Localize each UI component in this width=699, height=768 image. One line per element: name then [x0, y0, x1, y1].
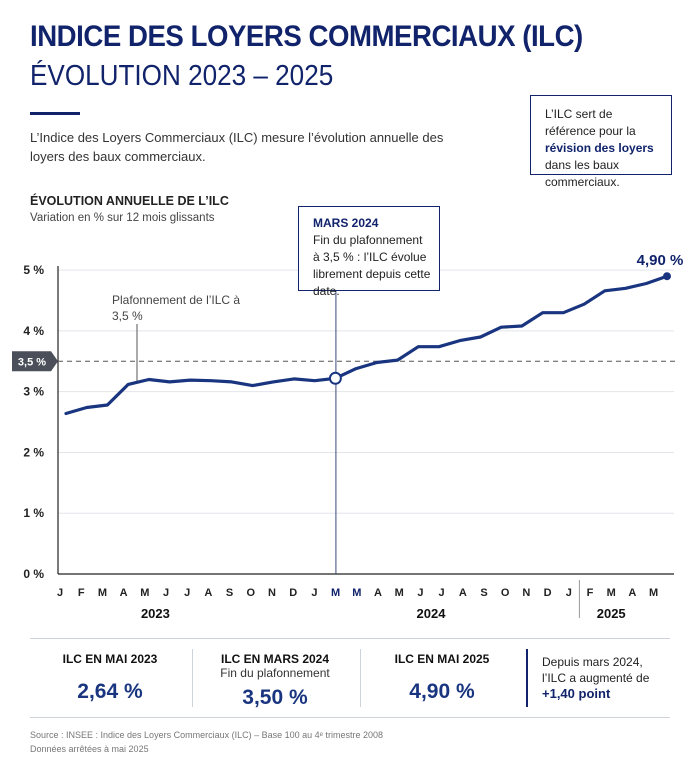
x-tick-label: M: [331, 587, 340, 599]
x-tick-label: M: [98, 587, 107, 599]
march-2024-point: [328, 371, 342, 385]
stat-may-2023: ILC EN MAI 2023 2,64 %: [30, 639, 190, 717]
x-tick-label: N: [268, 587, 276, 599]
callout-heading: MARS 2024: [313, 216, 379, 230]
callout-body: Fin du plafonnement à 3,5 % : l’ILC évol…: [313, 233, 431, 298]
stat-may-2025: ILC EN MAI 2025 4,90 %: [362, 639, 522, 717]
stat-label: ILC EN MAI 2023: [62, 652, 158, 666]
stat-value: 4,90 %: [409, 680, 475, 703]
x-tick-label: A: [628, 587, 636, 599]
source-note: Source : INSEE : Indice des Loyers Comme…: [30, 728, 383, 756]
march-2024-callout: MARS 2024 Fin du plafonnement à 3,5 % : …: [298, 206, 440, 298]
x-tick-label: N: [522, 587, 530, 599]
year-label: 2023: [141, 606, 170, 621]
x-tick-label: J: [57, 587, 63, 599]
x-tick-label: S: [226, 587, 233, 599]
info-box-highlight: révision des loyers: [545, 141, 654, 155]
x-tick-label: A: [204, 587, 212, 599]
stat-label: ILC EN MAI 2025: [394, 652, 490, 666]
x-tick-label: J: [311, 587, 317, 599]
page-subtitle: ÉVOLUTION 2023 – 2025: [30, 60, 334, 92]
x-tick-label: J: [566, 587, 572, 599]
x-tick-label: A: [374, 587, 382, 599]
x-tick-label: M: [395, 587, 404, 599]
chart-subtitle: Variation en % sur 12 mois glissants: [30, 212, 215, 224]
x-tick-label: J: [417, 587, 423, 599]
x-tick-label: O: [247, 587, 256, 599]
x-tick-label: O: [501, 587, 510, 599]
stat-value: 3,50 %: [242, 686, 308, 709]
y-tick-label: 0 %: [23, 567, 44, 581]
x-tick-label: M: [140, 587, 149, 599]
x-tick-label: J: [163, 587, 169, 599]
stat-march-2024: ILC EN MARS 2024 Fin du plafonnement 3,5…: [195, 639, 355, 717]
y-tick-label: 3 %: [23, 385, 44, 399]
x-tick-label: M: [352, 587, 361, 599]
y-tick-label: 1 %: [23, 506, 44, 520]
x-tick-label: S: [480, 587, 487, 599]
x-tick-label: A: [459, 587, 467, 599]
source-line: Source : INSEE : Indice des Loyers Comme…: [30, 730, 384, 740]
y-tick-label: 2 %: [23, 445, 44, 459]
end-value-label: 4,90 %: [637, 252, 684, 269]
info-box-text-before: L’ILC sert de référence pour la: [545, 107, 636, 138]
stat-summary-highlight: +1,40 point: [542, 686, 611, 701]
cap-badge: [12, 351, 58, 372]
stat-summary: Depuis mars 2024, l’ILC a augmenté de +1…: [542, 654, 670, 702]
stat-value: 2,64 %: [77, 680, 143, 703]
y-tick-label: 5 %: [23, 263, 44, 277]
stat-divider: [192, 649, 193, 707]
year-label: 2024: [417, 606, 447, 621]
intro-text: L’Indice des Loyers Commerciaux (ILC) me…: [30, 130, 444, 164]
x-tick-label: D: [544, 587, 552, 599]
stat-label: ILC EN MARS 2024: [220, 652, 330, 666]
info-box: L’ILC sert de référence pour la révision…: [530, 95, 672, 189]
chart-title: ÉVOLUTION ANNUELLE DE L’ILC: [30, 194, 229, 208]
page-title: INDICE DES LOYERS COMMERCIAUX (ILC): [30, 20, 583, 53]
stats-strip: ILC EN MAI 2023 2,64 % ILC EN MARS 2024 …: [30, 638, 670, 718]
x-tick-label: M: [607, 587, 616, 599]
title-underline: [30, 112, 80, 115]
end-point: [663, 272, 671, 281]
year-label: 2025: [597, 606, 626, 621]
x-tick-label: D: [289, 587, 297, 599]
x-tick-label: J: [439, 587, 445, 599]
ilc-series-line: [64, 274, 669, 416]
x-tick-label: M: [649, 587, 658, 599]
ilc-line-chart: 0 %1 %2 %3 %4 %5 %3,5 %4,90 %J F M A M J J A S O N…: [12, 252, 684, 621]
data-date-line: Données arrêtées à mai 2025: [30, 744, 149, 754]
stat-divider: [360, 649, 361, 707]
stat-summary-bar: [526, 649, 528, 707]
stat-sub: Fin du plafonnement: [220, 666, 330, 680]
x-tick-label: F: [78, 587, 85, 599]
cap-badge-label: 3,5 %: [18, 356, 46, 368]
y-tick-label: 4 %: [23, 324, 44, 338]
x-tick-label: A: [120, 587, 128, 599]
x-tick-label: J: [184, 587, 190, 599]
cap-annotation: Plafonnement de l’ILC à 3,5 %: [112, 293, 241, 323]
stat-summary-text: Depuis mars 2024, l’ILC a augmenté de: [542, 655, 650, 685]
info-box-text-after: dans les baux commerciaux.: [545, 158, 620, 189]
x-tick-label: F: [587, 587, 594, 599]
